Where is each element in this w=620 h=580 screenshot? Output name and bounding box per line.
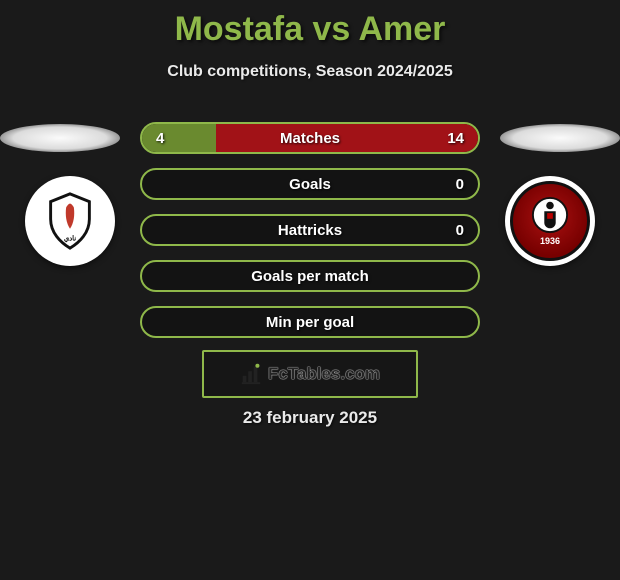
stat-fill-left [142,124,216,152]
stat-row-goals: Goals 0 [140,168,480,200]
brand-text: FcTables.com [268,364,380,384]
stat-row-matches: 4 Matches 14 [140,122,480,154]
player-platform-right [500,124,620,152]
bar-chart-icon [240,363,262,385]
stat-label: Matches [280,130,340,147]
shield-icon: نادي [39,190,101,252]
stats-panel: 4 Matches 14 Goals 0 Hattricks 0 Goals p… [140,122,480,338]
stat-value-right: 0 [456,222,464,239]
stat-value-right: 14 [447,130,464,147]
stat-label: Goals [289,176,331,193]
club-badge-right: 1936 [505,176,595,266]
subtitle: Club competitions, Season 2024/2025 [0,63,620,81]
svg-text:نادي: نادي [64,234,76,243]
stat-label: Hattricks [278,222,342,239]
stat-value-left: 4 [156,130,164,147]
player-platform-left [0,124,120,152]
stat-label: Min per goal [266,314,354,331]
stat-label: Goals per match [251,268,369,285]
stat-fill-right [216,124,478,152]
club-year: 1936 [540,236,560,246]
page-title: Mostafa vs Amer [0,0,620,49]
stat-value-right: 0 [456,176,464,193]
stat-row-hattricks: Hattricks 0 [140,214,480,246]
club-crest-icon [531,196,569,234]
club-badge-left: نادي [25,176,115,266]
stat-row-goals-per-match: Goals per match [140,260,480,292]
stat-row-min-per-goal: Min per goal [140,306,480,338]
footer-date: 23 february 2025 [0,408,620,428]
brand-box[interactable]: FcTables.com [202,350,418,398]
